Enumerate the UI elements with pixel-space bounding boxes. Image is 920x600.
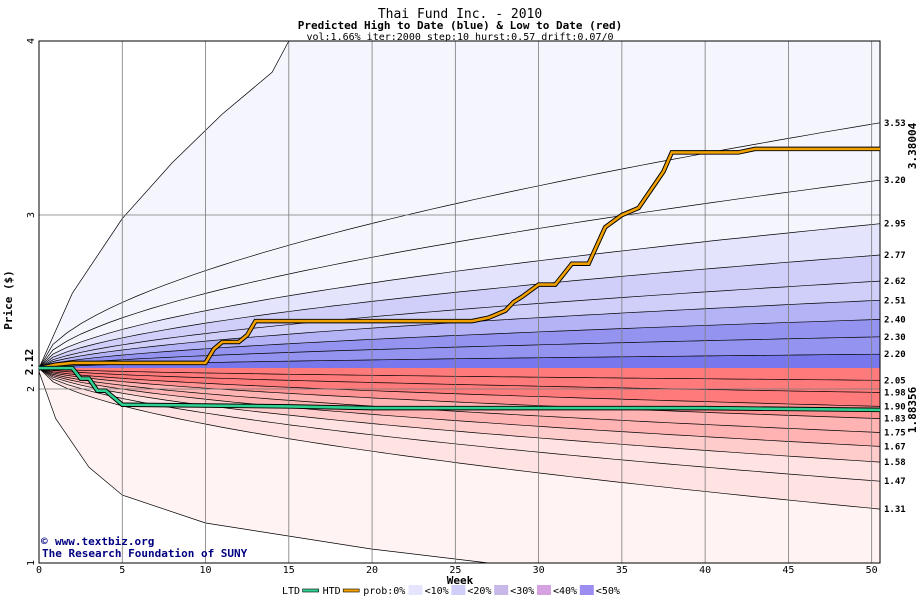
band-line-16: [38, 367, 881, 482]
legend-swatch-5: [537, 585, 551, 595]
high-band-label-8: 2.20: [884, 350, 906, 360]
htd-final-label: 3.38004: [906, 122, 919, 169]
ltd-series-line: [39, 366, 881, 412]
y-axis-ticks: 1 2 3 4: [26, 38, 37, 566]
band-line-15: [38, 367, 881, 463]
band-line-9: [38, 367, 881, 381]
band-line-6: [38, 319, 881, 369]
band-line-2: [38, 223, 881, 369]
legend-label-7: <50%: [596, 586, 620, 597]
band-line-1: [38, 179, 881, 369]
band-value-labels: 3.53 3.20 2.95 2.77 2.62 2.51 2.40 2.30 2.20 2.05…: [884, 119, 906, 515]
legend-swatch-4: [494, 585, 509, 595]
x-axis-label: Week: [447, 574, 474, 587]
x-tick-0: 0: [36, 565, 42, 576]
legend-swatch-0: [302, 588, 319, 593]
low-band-label-5: 1.67: [884, 442, 906, 452]
low-band-label-6: 1.58: [884, 458, 906, 468]
plot-area: [38, 40, 881, 564]
legend: LTD HTD prob:0% <10% <20% <30% <40% <50%: [282, 585, 620, 597]
low-band-label-4: 1.75: [884, 429, 906, 439]
high-band-8: [39, 354, 880, 369]
legend-swatch-6: [579, 585, 594, 595]
band-line-3: [38, 254, 881, 369]
x-tick-40: 40: [699, 565, 711, 576]
band-line-7: [38, 336, 881, 369]
legend-label-0: LTD: [282, 586, 300, 597]
x-tick-10: 10: [200, 565, 212, 576]
legend-swatch-1: [342, 588, 360, 593]
y-tick-2: 2: [26, 386, 37, 392]
low-band-label-3: 1.83: [884, 415, 906, 425]
y-tick-1: 1: [26, 560, 37, 566]
high-band-label-3: 2.77: [884, 251, 906, 261]
low-band-0: [39, 368, 880, 381]
y-axis-label: Price ($): [2, 270, 15, 330]
band-line-13: [38, 367, 881, 433]
high-band-label-7: 2.30: [884, 333, 906, 343]
high-band-label-0: 3.53: [884, 119, 906, 129]
credit-symbol: ©: [41, 535, 48, 548]
legend-label-4: <20%: [467, 586, 491, 597]
low-band-label-2: 1.90: [884, 402, 906, 412]
credit-org: The Research Foundation of SUNY: [42, 547, 248, 560]
legend-label-6: <40%: [553, 586, 577, 597]
y-tick-4: 4: [26, 38, 37, 44]
band-line-4: [38, 280, 881, 369]
band-line-17: [38, 367, 881, 510]
low-band-label-0: 2.05: [884, 376, 906, 386]
x-tick-35: 35: [616, 565, 628, 576]
chart-title: Thai Fund Inc. - 2010: [378, 7, 542, 22]
low-band-label-8: 1.31: [884, 505, 906, 515]
band-line-11: [38, 367, 881, 407]
x-tick-50: 50: [866, 565, 878, 576]
ltd-final-label: 1.88356: [906, 386, 919, 433]
high-band-label-6: 2.40: [884, 315, 906, 325]
start-price-label: 2.12: [23, 349, 36, 376]
legend-label-5: <30%: [510, 586, 534, 597]
x-tick-30: 30: [533, 565, 545, 576]
band-line-12: [38, 367, 881, 419]
x-tick-20: 20: [366, 565, 378, 576]
high-band-label-5: 2.51: [884, 296, 906, 306]
legend-label-2: prob:0%: [363, 586, 405, 597]
legend-label-1: HTD: [323, 586, 341, 597]
legend-swatch-2: [408, 585, 423, 595]
high-band-label-2: 2.95: [884, 220, 906, 230]
legend-swatch-3: [451, 585, 466, 595]
high-band-label-1: 3.20: [884, 176, 906, 186]
high-band-label-4: 2.62: [884, 277, 906, 287]
credit-site: www.textbiz.org: [55, 535, 154, 548]
x-axis-ticks: 0 5 10 15 20 25 30 35 40 45 50: [36, 565, 878, 576]
x-tick-25: 25: [449, 565, 461, 576]
band-line-0: [38, 122, 881, 369]
low-band-label-7: 1.47: [884, 477, 906, 487]
outer-high-line: [38, 40, 290, 369]
htd-series-line: [38, 147, 880, 370]
band-line-14: [38, 367, 881, 447]
y-tick-3: 3: [26, 212, 37, 218]
legend-label-3: <10%: [425, 586, 449, 597]
band-line-10: [38, 367, 881, 393]
plot-frame: [38, 40, 881, 564]
x-tick-45: 45: [782, 565, 794, 576]
low-band-label-1: 1.98: [884, 388, 906, 398]
chart-params: vol:1.66% iter:2000 step:10 hurst:0.57 d…: [306, 32, 613, 43]
chart-subtitle: Predicted High to Date (blue) & Low to D…: [298, 19, 623, 32]
x-tick-15: 15: [283, 565, 295, 576]
x-tick-5: 5: [119, 565, 125, 576]
